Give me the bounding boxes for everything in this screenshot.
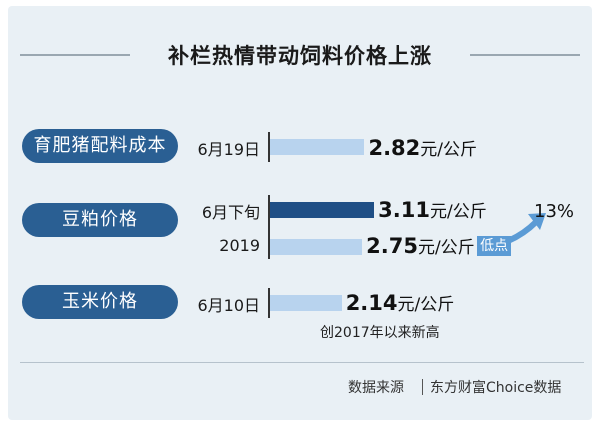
bracket-feed: [268, 132, 270, 162]
title-area: 补栏热情带动饲料价格上涨: [8, 40, 592, 70]
group-label-corn: 玉米价格: [22, 285, 178, 319]
row-label-corn-date: 6月10日: [197, 296, 260, 315]
footer-divider: [20, 362, 584, 363]
bar-soymeal-2019: [270, 239, 363, 255]
value-number: 3.11: [378, 198, 430, 222]
bracket-soymeal: [268, 195, 270, 259]
value-unit: 元/公斤: [430, 202, 487, 222]
change-arrow-head: [528, 213, 546, 230]
value-label-soymeal-late-june: 3.11元/公斤: [378, 197, 487, 222]
change-percent: 13%: [534, 201, 575, 222]
value-label-soymeal-2019: 2.75元/公斤: [366, 233, 475, 258]
value-number: 2.82: [368, 136, 421, 160]
row-label-soymeal-2019: 2019: [219, 236, 260, 255]
group-label-soymeal: 豆粕价格: [22, 203, 178, 237]
title-line-left: [20, 54, 130, 56]
source-label: 数据来源: [348, 380, 404, 396]
value-label-corn: 2.14元/公斤: [346, 290, 455, 315]
value-unit: 元/公斤: [397, 295, 455, 315]
group-label-feed-cost: 育肥猪配料成本: [22, 129, 178, 163]
corn-note: 创2017年以来新高: [320, 325, 440, 341]
row-label-feed-date: 6月19日: [197, 140, 260, 159]
value-label-feed-cost: 2.82元/公斤: [368, 135, 477, 160]
bar-soymeal-late-june: [270, 202, 375, 218]
value-unit: 元/公斤: [417, 238, 475, 258]
value-unit: 元/公斤: [420, 140, 478, 160]
bar-corn: [270, 295, 342, 311]
chart-title: 补栏热情带动饲料价格上涨: [168, 44, 432, 68]
value-number: 2.75: [366, 234, 418, 258]
low-point-tag: 低点: [477, 236, 512, 256]
change-arrow-icon: [505, 219, 539, 244]
bar-feed-cost: [270, 139, 365, 155]
bracket-corn: [268, 288, 270, 318]
source-separator: [422, 379, 423, 395]
value-number: 2.14: [345, 291, 398, 315]
title-line-right: [470, 54, 580, 56]
source-name: 东方财富Choice数据: [430, 380, 562, 396]
row-label-soymeal-late-june: 6月下旬: [201, 203, 260, 222]
